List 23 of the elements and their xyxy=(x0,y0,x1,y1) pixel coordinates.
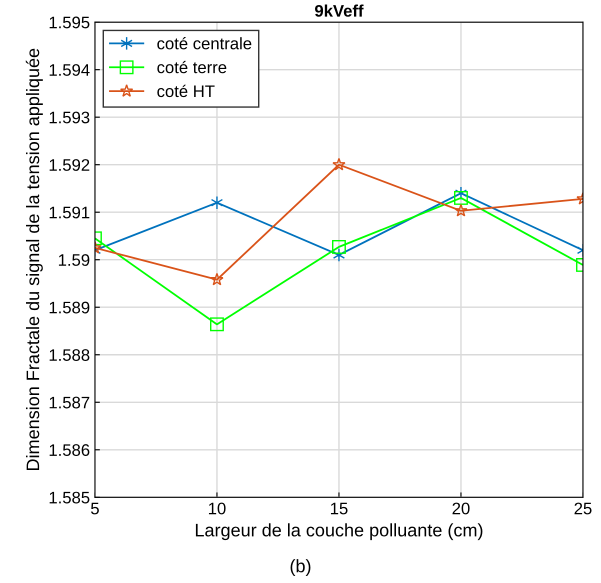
y-axis-title: Dimension Fractale du signal de la tension appliquée xyxy=(26,48,43,470)
y-tick-label: 1.587 xyxy=(50,396,90,408)
x-tick-label: 25 xyxy=(574,502,592,514)
y-tick-label: 1.585 xyxy=(50,492,90,504)
y-tick-label: 1.593 xyxy=(50,112,90,124)
x-tick-label: 15 xyxy=(330,502,348,514)
y-tick-label: 1.59 xyxy=(58,254,90,266)
y-tick-label: 1.591 xyxy=(50,206,90,218)
legend-label: coté HT xyxy=(157,84,215,98)
y-tick-label: 1.592 xyxy=(50,159,90,171)
x-tick-label: 20 xyxy=(452,502,470,514)
x-tick-label: 10 xyxy=(208,502,226,514)
y-tick-label: 1.595 xyxy=(50,16,90,28)
x-axis-title: Largeur de la couche polluante (cm) xyxy=(196,523,482,540)
legend-label: coté centrale xyxy=(157,36,252,50)
legend-label: coté terre xyxy=(157,60,226,74)
text: (b) xyxy=(290,559,310,576)
y-tick-label: 1.589 xyxy=(50,302,90,314)
chart-title: 9kVeff xyxy=(314,4,364,17)
y-tick-label: 1.586 xyxy=(50,444,90,456)
y-tick-label: 1.594 xyxy=(50,64,90,76)
x-tick-label: 5 xyxy=(90,502,99,514)
y-tick-label: 1.588 xyxy=(50,349,90,361)
